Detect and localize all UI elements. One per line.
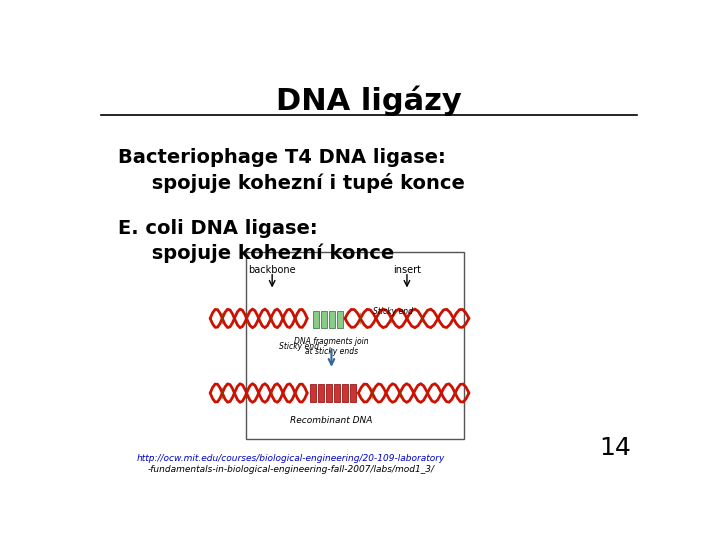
Text: -fundamentals-in-biological-engineering-fall-2007/labs/mod1_3/: -fundamentals-in-biological-engineering-… xyxy=(148,465,434,474)
Text: Bacteriophage T4 DNA ligase:
     spojuje kohezní i tupé konce: Bacteriophage T4 DNA ligase: spojuje koh… xyxy=(118,148,465,193)
Text: DNA fragments join
at sticky ends: DNA fragments join at sticky ends xyxy=(294,337,369,356)
Bar xyxy=(318,384,324,402)
Bar xyxy=(312,312,318,328)
Text: backbone: backbone xyxy=(248,265,296,275)
Bar xyxy=(326,384,332,402)
Text: http://ocw.mit.edu/courses/biological-engineering/20-109-laboratory: http://ocw.mit.edu/courses/biological-en… xyxy=(137,454,445,463)
Text: DNA ligázy: DNA ligázy xyxy=(276,85,462,116)
Text: Recombinant DNA: Recombinant DNA xyxy=(290,416,373,426)
Bar xyxy=(246,252,464,439)
Bar xyxy=(310,384,316,402)
Text: Sticky end: Sticky end xyxy=(374,307,413,316)
Text: Sticky end: Sticky end xyxy=(279,342,319,350)
Bar xyxy=(342,384,348,402)
Bar xyxy=(351,384,356,402)
Bar xyxy=(329,312,335,328)
Bar xyxy=(334,384,340,402)
Bar xyxy=(337,312,343,328)
Bar xyxy=(320,312,327,328)
Text: 14: 14 xyxy=(599,436,631,460)
Text: insert: insert xyxy=(393,265,421,275)
Text: E. coli DNA ligase:
     spojuje kohezní konce: E. coli DNA ligase: spojuje kohezní konc… xyxy=(118,219,394,264)
